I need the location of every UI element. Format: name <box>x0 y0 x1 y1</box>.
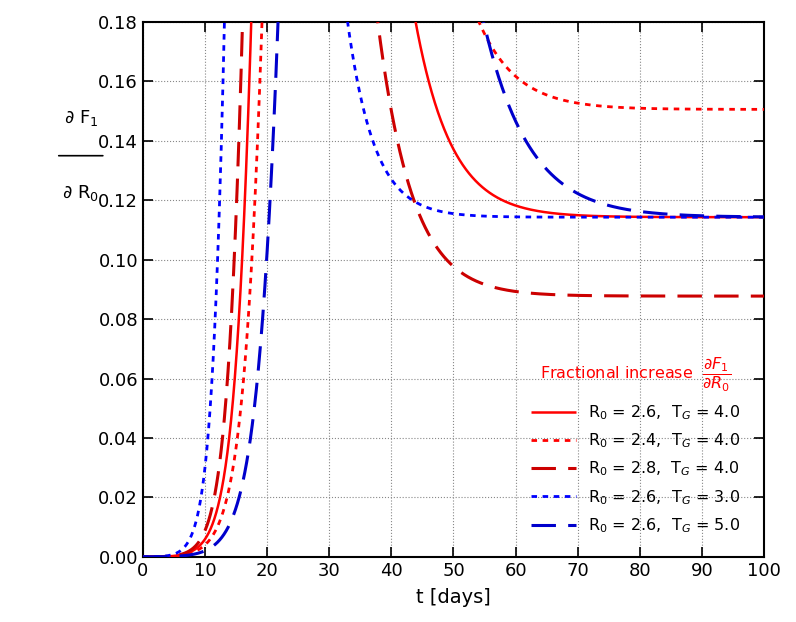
Legend: R$_0$ = 2.6,  T$_G$ = 4.0, R$_0$ = 2.4,  T$_G$ = 4.0, R$_0$ = 2.8,  T$_G$ = 4.0,: R$_0$ = 2.6, T$_G$ = 4.0, R$_0$ = 2.4, T… <box>525 349 747 541</box>
X-axis label: t [days]: t [days] <box>416 588 491 607</box>
Text: $\partial$ R$_0$: $\partial$ R$_0$ <box>62 183 100 203</box>
Text: $\partial$ F$_1$: $\partial$ F$_1$ <box>64 108 98 128</box>
